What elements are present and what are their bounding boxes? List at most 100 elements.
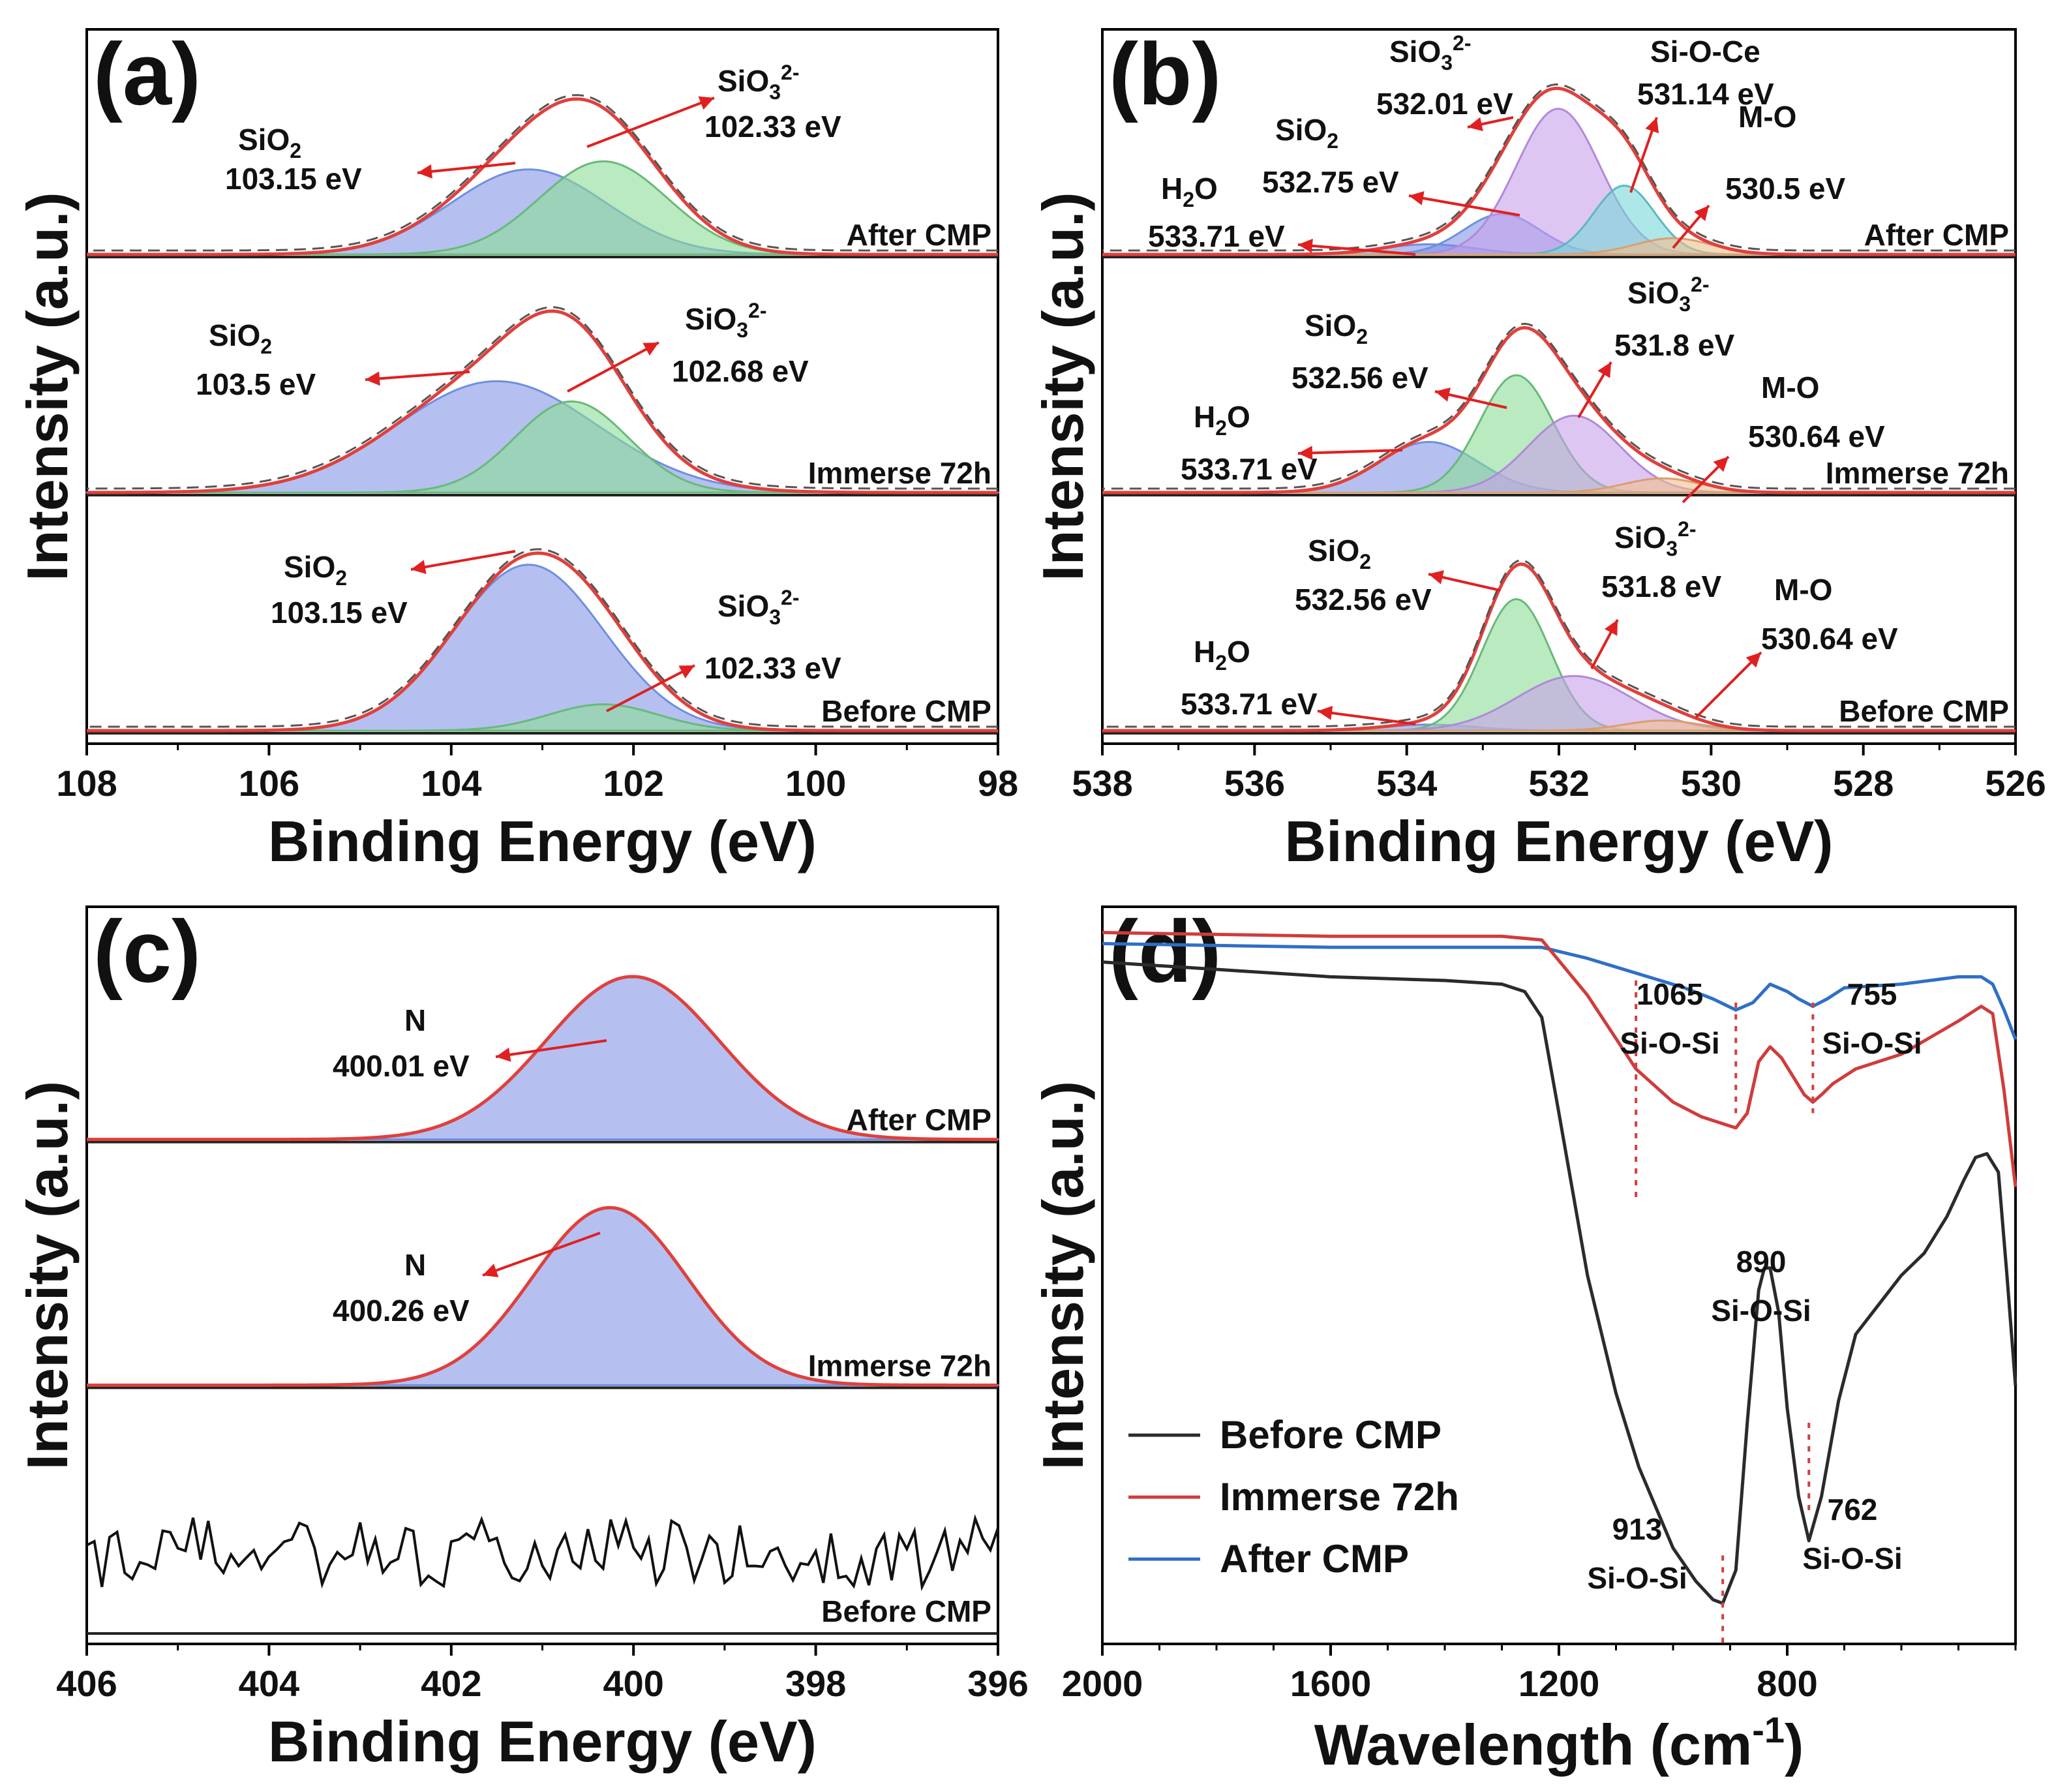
arrow-head: [1604, 620, 1618, 636]
arrow-head: [1694, 205, 1709, 221]
peak-name-label: Si-O-Ce: [1650, 35, 1760, 68]
fit-envelope: [1102, 86, 2016, 256]
peak-name-label: SiO32-: [717, 586, 800, 629]
annotation-arrow: [1297, 243, 1416, 256]
fit-envelope: [1102, 326, 2016, 494]
raw-spectrum: [87, 548, 998, 728]
fit-envelope: [87, 975, 998, 1142]
arrow-head: [496, 1047, 511, 1062]
annotation-arrow: [567, 341, 659, 393]
x-tick-label: 534: [1376, 763, 1437, 804]
x-axis-title: Binding Energy (eV): [268, 809, 817, 873]
panel-label: (d): [1109, 902, 1221, 1001]
peak-assignment: Si-O-Si: [1822, 1026, 1922, 1060]
arrow-head: [1298, 446, 1313, 461]
peak-energy-label: 102.33 eV: [704, 651, 841, 685]
legend-label: Before CMP: [1220, 1413, 1442, 1457]
peak-energy-label: 532.56 eV: [1291, 361, 1428, 395]
peak-energy-label: 533.71 eV: [1181, 452, 1318, 486]
x-tick-label: 1600: [1290, 1663, 1372, 1704]
fit-envelope: [87, 97, 998, 256]
series-label: Immerse 72h: [1826, 456, 2009, 490]
arrow-head: [1435, 387, 1451, 402]
peak-name-label: N: [404, 1003, 426, 1037]
annotation-arrow: [365, 371, 470, 381]
peak-energy-label: 103.15 eV: [225, 162, 362, 196]
peak-name-label: M-O: [1774, 573, 1832, 607]
x-tick-label: 400: [603, 1663, 663, 1704]
series-line: [1102, 931, 2017, 1187]
arrow-head: [1318, 706, 1333, 720]
peak-assignment: Si-O-Si: [1802, 1541, 1902, 1575]
arrow-head: [417, 164, 432, 179]
annotation-arrow: [495, 1039, 607, 1058]
arrow-head: [1597, 362, 1611, 378]
peak-energy-label: 530.64 eV: [1748, 419, 1885, 453]
fit-envelope: [1102, 562, 2016, 733]
peak-energy-label: 531.8 eV: [1614, 328, 1734, 362]
series-label: Before CMP: [821, 694, 991, 728]
y-axis-title: Intensity (a.u.): [15, 192, 80, 581]
x-axis-title: Binding Energy (eV): [268, 1709, 817, 1774]
x-tick-label: 530: [1681, 763, 1742, 804]
panel-label: (b): [1109, 25, 1221, 123]
panel-b: 538 536 534 532 530 528 526 (b) Intensity (a.u.)…: [1031, 25, 2046, 873]
annotation-arrow: [586, 97, 715, 148]
peak-name-label: SiO2: [209, 318, 272, 358]
annotation-arrow: [482, 1232, 601, 1277]
peak-name-label: M-O: [1761, 371, 1819, 404]
peak-name-label: SiO32-: [1614, 517, 1697, 560]
panel-d: 2000 1600 1200 800 (d) Intensity (a.u.) Wavele…: [1031, 902, 2017, 1777]
peak-energy-label: 400.26 eV: [333, 1294, 470, 1328]
peak-assignment: Si-O-Si: [1711, 1294, 1811, 1328]
peak-energy-label: 400.01 eV: [333, 1049, 470, 1083]
peak-energy-label: 103.15 eV: [271, 596, 408, 630]
peak-name-label: SiO2: [1305, 309, 1368, 348]
x-tick-label: 106: [239, 763, 299, 804]
x-tick-label: 406: [56, 1663, 117, 1704]
x-tick-label: 404: [239, 1663, 299, 1704]
series-line: [1102, 942, 2017, 1040]
annotation-arrow: [417, 162, 516, 174]
x-tick-label: 526: [1985, 763, 2046, 804]
arrow-head: [698, 96, 714, 110]
y-axis-title: Intensity (a.u.): [1031, 192, 1095, 581]
raw-spectrum: [86, 1513, 999, 1592]
peak-energy-label: 102.33 eV: [704, 110, 841, 144]
peak-energy-label: 103.5 eV: [196, 367, 316, 401]
x-tick-label: 108: [56, 763, 117, 804]
fit-envelope: [87, 551, 998, 733]
x-tick-label: 98: [978, 763, 1018, 804]
arrow-head: [1713, 457, 1729, 472]
x-tick-label: 100: [785, 763, 846, 804]
panel-a: 108 106 104 102 100 98 (a) Intensity (a.u.) Bind…: [15, 25, 1018, 873]
series-label: Before CMP: [821, 1594, 991, 1628]
peak-wavenumber: 755: [1847, 977, 1897, 1011]
x-tick-label: 1200: [1518, 1663, 1600, 1704]
peak-name-label: SiO2: [1275, 113, 1338, 153]
annotation-arrow: [410, 550, 516, 571]
annotation-arrow: [1317, 710, 1416, 725]
x-tick-label: 104: [421, 763, 481, 804]
arrow-head: [678, 665, 695, 678]
peak-name-label: SiO2: [284, 550, 347, 590]
arrow-head: [1409, 190, 1425, 205]
peak-energy-label: 531.14 eV: [1637, 77, 1774, 111]
peak-energy-label: 532.01 eV: [1376, 87, 1513, 121]
raw-spectrum: [1102, 559, 2016, 728]
peak-wavenumber: 1065: [1637, 977, 1703, 1011]
peak-assignment: Si-O-Si: [1620, 1026, 1719, 1060]
peak-name-label: H2O: [1194, 635, 1250, 675]
peak-energy-label: 530.64 eV: [1761, 622, 1898, 656]
peak-name-label: SiO32-: [1389, 31, 1472, 74]
series-label: Immerse 72h: [808, 1348, 991, 1382]
raw-spectrum: [1102, 83, 2016, 252]
x-tick-label: 102: [603, 763, 663, 804]
series-line: [1102, 960, 2017, 1605]
panel-label: (c): [93, 902, 201, 1001]
arrow-head: [483, 1264, 499, 1277]
peak-name-label: H2O: [1194, 400, 1250, 440]
arrow-head: [1745, 652, 1761, 668]
panel-label: (a): [93, 25, 201, 123]
peak-name-label: SiO32-: [685, 299, 767, 342]
